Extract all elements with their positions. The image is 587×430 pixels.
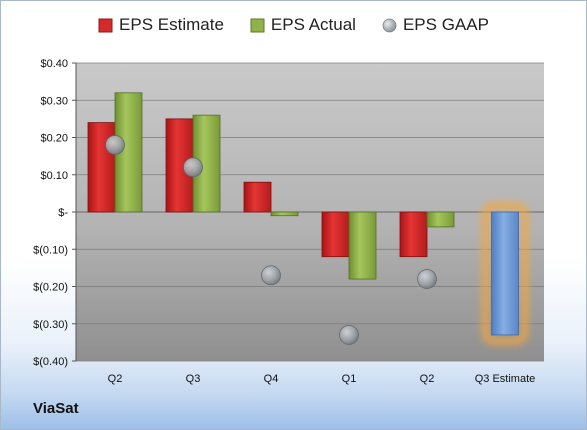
- point-gaap: [183, 157, 203, 178]
- y-tick-label: $(0.30): [33, 319, 68, 331]
- legend-label-estimate: EPS Estimate: [119, 15, 224, 34]
- legend: EPS Estimate EPS Actual EPS GAAP: [1, 15, 586, 35]
- y-tick-label: $(0.10): [33, 244, 68, 256]
- bar-estimate: [399, 211, 428, 258]
- x-tick-label: Q4: [264, 373, 279, 385]
- x-tick-label: Q3: [186, 373, 201, 385]
- bar-estimate-highlight: [491, 211, 519, 336]
- point-gaap: [261, 265, 281, 286]
- legend-item-eps-gaap: EPS GAAP: [382, 15, 489, 35]
- y-tick-label: $(0.40): [33, 356, 68, 368]
- y-tick-label: $0.10: [40, 170, 68, 182]
- point-gaap: [105, 135, 125, 155]
- bar-actual: [426, 211, 455, 228]
- y-tick-label: $-: [58, 207, 68, 219]
- y-tick-label: $0.30: [40, 95, 68, 107]
- point-gaap: [417, 269, 437, 289]
- legend-item-eps-actual: EPS Actual: [250, 15, 356, 35]
- x-tick-label: Q3 Estimate: [475, 373, 536, 385]
- bar-estimate: [321, 211, 350, 258]
- highlight-glow: [482, 202, 528, 345]
- y-tick-label: $0.40: [40, 58, 68, 70]
- x-tick-label: Q2: [108, 373, 123, 385]
- legend-label-actual: EPS Actual: [270, 15, 356, 34]
- bar-estimate: [243, 181, 272, 213]
- bar-actual: [348, 211, 377, 280]
- legend-swatch-actual: [250, 18, 265, 32]
- x-tick-label: Q2: [420, 373, 435, 385]
- point-gaap: [339, 325, 359, 345]
- legend-label-gaap: EPS GAAP: [402, 15, 489, 34]
- y-tick-label: $0.20: [40, 133, 68, 145]
- bar-actual: [270, 211, 299, 217]
- y-tick-label: $(0.20): [33, 282, 68, 294]
- legend-swatch-gaap: [382, 18, 397, 32]
- company-name: ViaSat: [33, 400, 79, 417]
- x-tick-label: Q1: [342, 373, 357, 385]
- legend-swatch-estimate: [98, 18, 113, 32]
- legend-item-eps-estimate: EPS Estimate: [98, 15, 224, 35]
